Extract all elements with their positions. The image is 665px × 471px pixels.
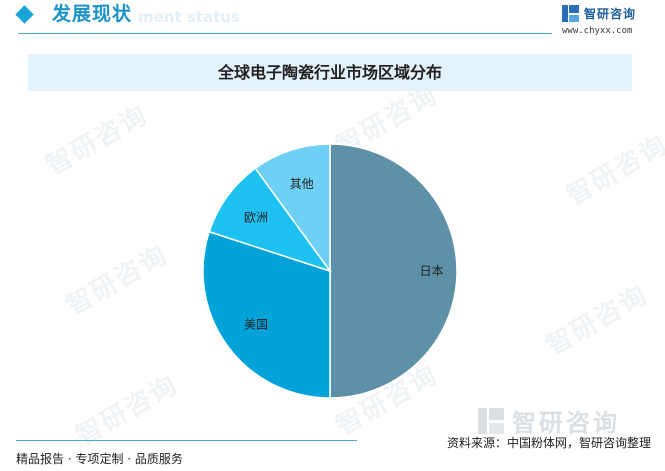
pie-slice-2 <box>208 167 332 273</box>
chart-title: 全球电子陶瓷行业市场区域分布 <box>217 63 442 82</box>
section-title: 发展现状 <box>52 3 133 25</box>
section-subtitle: ment status <box>138 8 240 26</box>
brand-url: www.chyxx.com <box>562 26 633 36</box>
pie-slice-3 <box>254 143 331 274</box>
pie-slice-0 <box>329 143 458 399</box>
pie-slice-label: 美国 <box>244 318 268 332</box>
footer-divider <box>16 440 357 441</box>
chart-title-bar: 全球电子陶瓷行业市场区域分布 <box>28 54 632 91</box>
section-header: ment status 发展现状 智研咨询 www.chyxx.com <box>0 0 665 40</box>
pie-slice-label: 日本 <box>420 264 444 278</box>
brand-name: 智研咨询 <box>584 6 637 21</box>
header-divider <box>18 33 552 34</box>
pie-slice-1 <box>202 230 331 399</box>
brand-mark-icon <box>478 407 504 434</box>
brand-logo: 智研咨询 <box>562 4 636 22</box>
source-note: 资料来源：中国粉体网，智研咨询整理 <box>446 436 651 450</box>
pie-slice-label: 欧洲 <box>244 210 268 224</box>
brand-mark-icon <box>562 4 579 22</box>
footer-tagline: 精品报告 · 专项定制 · 品质服务 <box>16 452 183 466</box>
footer-watermark-logo: 智研咨询 <box>478 403 620 438</box>
footer-watermark-text: 智研咨询 <box>512 409 620 437</box>
pie-slice-label: 其他 <box>290 177 314 191</box>
